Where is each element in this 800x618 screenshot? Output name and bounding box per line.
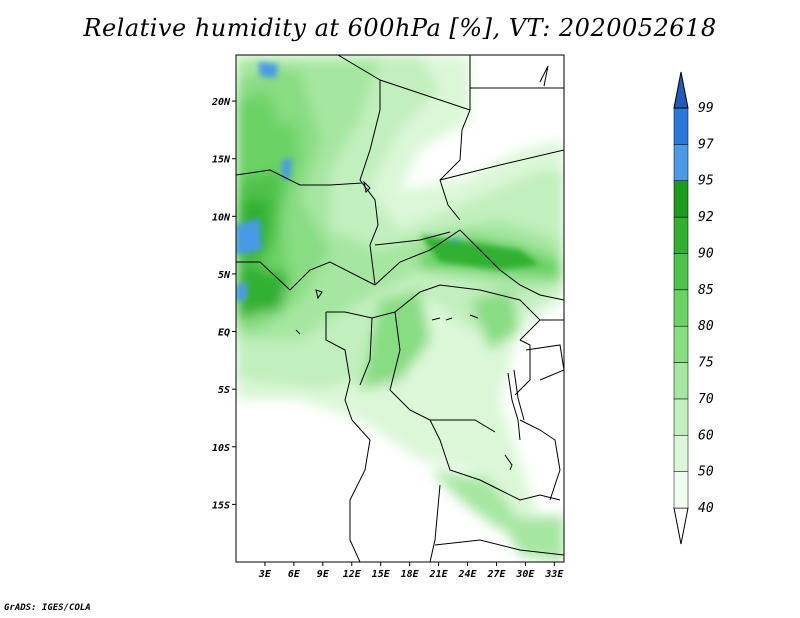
country-boundaries xyxy=(236,55,564,562)
colorbar-swatch xyxy=(673,325,689,363)
colorbar-swatch xyxy=(673,398,689,436)
colorbar-label: 99 xyxy=(698,101,714,116)
colorbar-label: 60 xyxy=(698,428,714,443)
colorbar: 40 50 60 70 75 80 85 90 92 95 97 99 xyxy=(673,71,714,545)
lon-tick-label: 27E xyxy=(486,569,506,580)
colorbar-swatch xyxy=(673,471,689,509)
lon-tick-label: 3E xyxy=(258,569,272,580)
lon-tick-label: 21E xyxy=(429,569,449,580)
axis-ticks: 20N 15N 10N 5N EQ 5S 10S 15S 3E 6E 9E 12E 15E 18E 21E 2… xyxy=(211,97,564,580)
lon-tick-label: 9E xyxy=(317,569,330,580)
lon-tick-label: 15E xyxy=(372,569,391,580)
colorbar-swatch xyxy=(673,107,689,145)
lat-tick-label: 5S xyxy=(218,385,230,396)
colorbar-label: 85 xyxy=(698,283,714,298)
lon-tick-label: 33E xyxy=(544,569,564,580)
map-title: Relative humidity at 600hPa [%], VT: 202… xyxy=(83,14,717,42)
colorbar-label: 40 xyxy=(698,501,714,516)
colorbar-swatch xyxy=(673,289,689,327)
colorbar-label: 70 xyxy=(698,392,714,407)
lat-tick-label: 10N xyxy=(212,212,231,223)
colorbar-label: 50 xyxy=(698,465,714,480)
credit-text: GrADS: IGES/COLA xyxy=(4,603,91,613)
lat-tick-label: 15N xyxy=(212,155,231,166)
colorbar-label: 97 xyxy=(698,137,714,152)
lat-tick-label: 20N xyxy=(211,97,231,108)
lon-tick-label: 18E xyxy=(401,569,420,580)
lat-tick-label: EQ xyxy=(218,328,230,339)
map-frame xyxy=(235,54,565,563)
lon-tick-label: 24E xyxy=(457,569,477,580)
colorbar-swatch xyxy=(673,144,689,181)
colorbar-label: 95 xyxy=(698,174,714,189)
lon-tick-label: 6E xyxy=(288,569,301,580)
colorbar-over-triangle xyxy=(673,71,689,109)
colorbar-under-triangle xyxy=(673,507,689,545)
colorbar-label: 92 xyxy=(698,210,714,225)
colorbar-swatch xyxy=(673,362,689,400)
colorbar-label: 90 xyxy=(698,246,714,261)
lon-tick-label: 30E xyxy=(515,569,535,580)
colorbar-label: 75 xyxy=(698,356,714,371)
lat-tick-label: 15S xyxy=(212,500,230,511)
colorbar-swatch xyxy=(673,435,689,472)
lat-tick-label: 10S xyxy=(212,443,230,454)
colorbar-swatch xyxy=(673,216,689,254)
colorbar-label: 80 xyxy=(698,319,714,334)
colorbar-swatch xyxy=(673,253,689,291)
lat-tick-label: 5N xyxy=(218,270,231,281)
colorbar-swatch xyxy=(673,180,689,218)
lon-tick-label: 12E xyxy=(343,569,362,580)
